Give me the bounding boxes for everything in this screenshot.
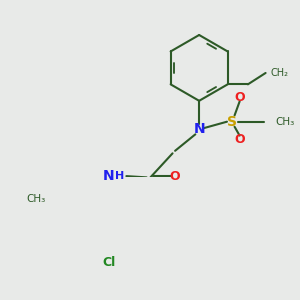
- Text: O: O: [234, 91, 245, 104]
- Text: O: O: [169, 169, 180, 183]
- Text: H: H: [116, 171, 125, 181]
- Text: CH₃: CH₃: [26, 194, 45, 204]
- Text: N: N: [103, 169, 115, 183]
- Text: Cl: Cl: [102, 256, 115, 269]
- Text: S: S: [227, 115, 237, 129]
- Text: CH₃: CH₃: [275, 117, 294, 127]
- Text: CH₂: CH₂: [271, 68, 289, 78]
- Text: N: N: [193, 122, 205, 136]
- Text: O: O: [234, 133, 245, 146]
